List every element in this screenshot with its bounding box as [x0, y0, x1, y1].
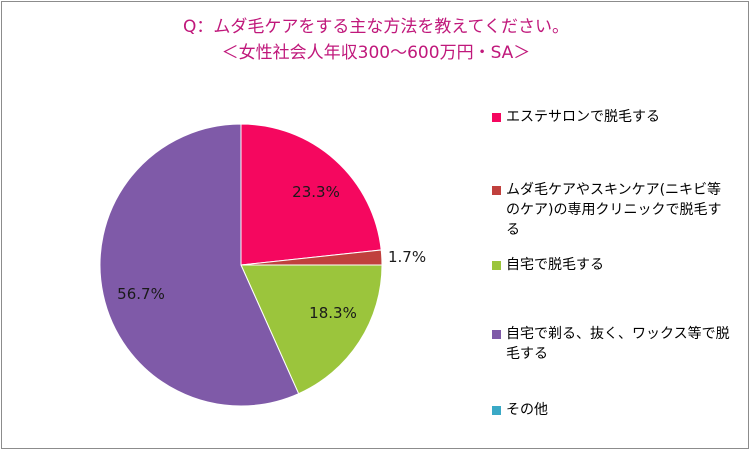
legend-swatch	[492, 113, 501, 122]
legend-swatch	[492, 406, 501, 415]
chart-title-block: Q：ムダ毛ケアをする主な方法を教えてください。 ＜女性社会人年収300～600万…	[0, 14, 752, 66]
data-label-home-shave-wax: 56.7%	[117, 285, 165, 303]
legend-item-other: その他	[492, 400, 732, 420]
legend-label: エステサロンで脱毛する	[506, 109, 660, 125]
chart-subtitle: ＜女性社会人年収300～600万円・SA＞	[221, 43, 531, 63]
legend-swatch	[492, 330, 501, 339]
legend-item-clinic: ムダ毛ケアやスキンケア(ニキビ等のケア)の専用クリニックで脱毛する	[492, 180, 732, 240]
chart-title: Q：ムダ毛ケアをする主な方法を教えてください。	[182, 17, 570, 37]
pie-slice-home-shave-wax	[99, 123, 300, 407]
legend-label: その他	[506, 402, 548, 418]
pie-slice-home-depilation	[240, 264, 383, 395]
legend-label: 自宅で脱毛する	[506, 257, 604, 273]
legend-label: 自宅で剃る、抜く、ワックス等で脱毛する	[506, 326, 730, 362]
data-label-clinic: 1.7%	[388, 248, 426, 266]
legend-swatch	[492, 261, 501, 270]
legend-swatch	[492, 186, 501, 195]
data-label-esthetic-salon: 23.3%	[292, 183, 340, 201]
legend-item-esthetic-salon: エステサロンで脱毛する	[492, 107, 732, 127]
legend-item-home-shave-wax: 自宅で剃る、抜く、ワックス等で脱毛する	[492, 324, 732, 364]
data-label-home-depilation: 18.3%	[309, 304, 357, 322]
pie-slice-esthetic-salon	[240, 123, 382, 266]
legend-label: ムダ毛ケアやスキンケア(ニキビ等のケア)の専用クリニックで脱毛する	[506, 182, 722, 238]
legend-item-home-depilation: 自宅で脱毛する	[492, 255, 732, 275]
